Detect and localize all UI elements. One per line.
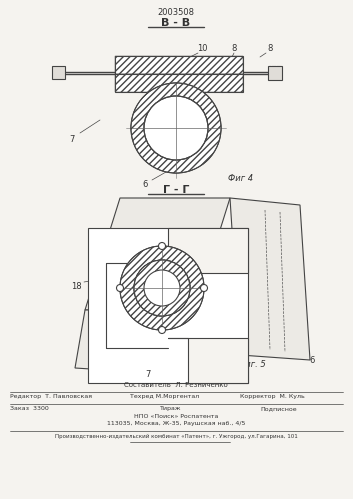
Circle shape [120,246,204,330]
Polygon shape [168,338,248,383]
Text: Тираж: Тираж [160,406,181,411]
Circle shape [201,284,208,291]
Text: Корректор  М. Куль: Корректор М. Куль [240,394,305,399]
Bar [115,56,243,74]
Bar [115,56,243,74]
Text: Фиг 4: Фиг 4 [228,174,253,183]
Circle shape [116,284,124,291]
Wedge shape [120,246,204,330]
Circle shape [144,96,208,160]
Text: Производственно-издательский комбинат «Патент», г. Ужгород, ул.Гагарина, 101: Производственно-издательский комбинат «П… [55,434,297,439]
Text: Составитель  Л. Резниченко: Составитель Л. Резниченко [124,382,228,388]
Polygon shape [85,198,230,310]
Wedge shape [134,260,190,316]
Text: Фиг. 5: Фиг. 5 [238,360,266,369]
Text: 10: 10 [197,44,207,53]
Circle shape [131,83,221,173]
Circle shape [144,270,180,306]
Bar [52,66,65,79]
Text: Подписное: Подписное [260,406,297,411]
Text: 10: 10 [187,370,197,379]
Text: 8: 8 [267,44,273,53]
Text: НПО «Поиск» Роспатента: НПО «Поиск» Роспатента [134,414,218,419]
Bar [115,74,243,92]
Bar [0,198,353,373]
Text: Г - Г: Г - Г [163,185,189,195]
Polygon shape [168,228,248,303]
Text: Редактор  Т. Павловская: Редактор Т. Павловская [10,394,92,399]
Text: 7: 7 [145,370,151,379]
Circle shape [158,243,166,250]
Text: 18: 18 [71,282,82,291]
Polygon shape [75,310,195,375]
Bar [268,66,282,80]
Bar [115,74,243,92]
Text: 6: 6 [309,356,315,365]
Text: 8: 8 [231,44,237,53]
Circle shape [134,260,190,316]
Text: 7: 7 [69,135,75,144]
Bar [88,228,248,383]
Text: 6: 6 [142,180,148,189]
Circle shape [158,326,166,333]
Text: Заказ  3300: Заказ 3300 [10,406,49,411]
Text: 113035, Москва, Ж-35, Раушская наб., 4/5: 113035, Москва, Ж-35, Раушская наб., 4/5 [107,421,245,426]
Text: 2003508: 2003508 [157,8,195,17]
Polygon shape [230,198,310,360]
Text: В - В: В - В [161,18,191,28]
Wedge shape [131,83,221,173]
Text: Техред М.Моргентал: Техред М.Моргентал [130,394,199,399]
